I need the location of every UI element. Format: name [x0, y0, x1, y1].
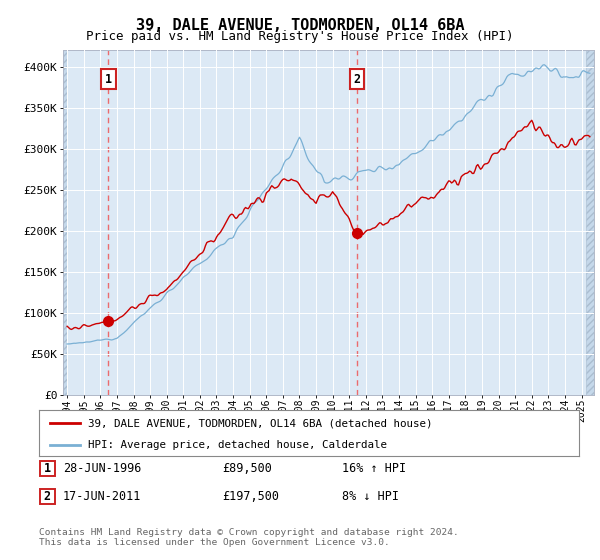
Text: 28-JUN-1996: 28-JUN-1996 [63, 462, 142, 475]
Text: £89,500: £89,500 [222, 462, 272, 475]
Text: 1: 1 [105, 73, 112, 86]
Text: 2: 2 [353, 73, 361, 86]
Text: 1: 1 [44, 462, 51, 475]
FancyBboxPatch shape [40, 488, 55, 504]
Text: 39, DALE AVENUE, TODMORDEN, OL14 6BA: 39, DALE AVENUE, TODMORDEN, OL14 6BA [136, 18, 464, 33]
Text: 16% ↑ HPI: 16% ↑ HPI [342, 462, 406, 475]
Text: HPI: Average price, detached house, Calderdale: HPI: Average price, detached house, Cald… [88, 440, 386, 450]
Text: 39, DALE AVENUE, TODMORDEN, OL14 6BA (detached house): 39, DALE AVENUE, TODMORDEN, OL14 6BA (de… [88, 418, 432, 428]
Text: Contains HM Land Registry data © Crown copyright and database right 2024.
This d: Contains HM Land Registry data © Crown c… [39, 528, 459, 547]
FancyBboxPatch shape [40, 461, 55, 476]
Text: 17-JUN-2011: 17-JUN-2011 [63, 489, 142, 503]
Text: 8% ↓ HPI: 8% ↓ HPI [342, 489, 399, 503]
Polygon shape [586, 50, 595, 395]
Text: 2: 2 [44, 489, 51, 503]
Text: £197,500: £197,500 [222, 489, 279, 503]
Polygon shape [62, 50, 67, 395]
Text: Price paid vs. HM Land Registry's House Price Index (HPI): Price paid vs. HM Land Registry's House … [86, 30, 514, 43]
